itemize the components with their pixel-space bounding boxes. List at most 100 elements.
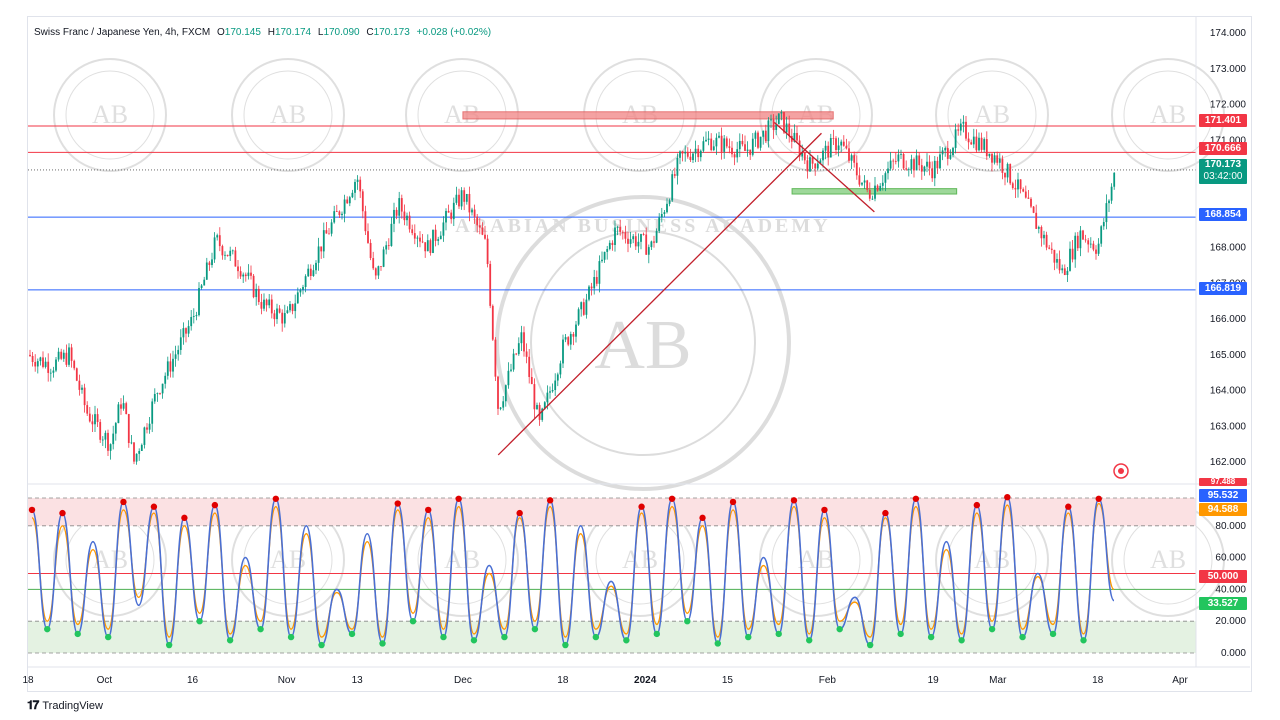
candle-body <box>783 112 785 133</box>
candle-body <box>694 148 697 154</box>
candle-body <box>218 235 221 247</box>
candle-body <box>1004 172 1006 178</box>
bar-countdown: 03:42:00 <box>1203 171 1243 182</box>
candle-body <box>606 249 609 252</box>
time-tick-label: 13 <box>352 675 364 686</box>
candle-body <box>421 241 424 243</box>
candle-body <box>913 159 915 171</box>
candle-body <box>718 135 720 138</box>
osc-oversold-dot <box>1080 637 1087 644</box>
candle-body <box>114 423 117 434</box>
candle-body <box>1009 163 1012 184</box>
candle-body <box>47 361 50 373</box>
candle-body <box>177 349 180 355</box>
candle-body <box>159 393 161 395</box>
watermark-center-inner <box>530 230 756 456</box>
watermark-inner-ring <box>65 70 155 160</box>
candle-body <box>283 313 286 324</box>
candle-body <box>998 158 1001 163</box>
candle-body <box>244 274 247 277</box>
price-pane[interactable] <box>28 109 1196 479</box>
time-tick-label: 18 <box>1092 675 1104 686</box>
candle-body <box>112 433 115 445</box>
candle-body <box>946 148 949 159</box>
osc-overbought-dot <box>1004 493 1011 501</box>
overbought-zone <box>28 497 1196 526</box>
candle-body <box>478 225 481 228</box>
candle-body <box>616 226 619 228</box>
candle-body <box>546 392 549 403</box>
candle-body <box>556 374 559 381</box>
candle-body <box>1079 230 1082 249</box>
osc-overbought-dot <box>1095 495 1102 502</box>
candle-body <box>361 191 364 212</box>
candle-body <box>892 160 895 162</box>
candle-body <box>81 387 83 390</box>
candle-body <box>486 238 489 264</box>
candle-body <box>346 199 349 204</box>
candle-body <box>1040 227 1043 239</box>
osc-overbought-dot <box>59 509 66 517</box>
candle-body <box>627 238 629 244</box>
candle-body <box>174 354 177 359</box>
candle-body <box>949 155 952 159</box>
osc-k-badge: 95.532 <box>1199 489 1247 502</box>
candle-body <box>75 368 78 381</box>
tradingview-logo[interactable]: 𝟏𝟕 TradingView <box>27 698 103 713</box>
candle-body <box>814 163 817 169</box>
candle-body <box>819 160 822 164</box>
candle-body <box>1050 248 1053 250</box>
candle-body <box>442 222 445 236</box>
symbol-title[interactable]: Swiss Franc / Japanese Yen, 4h, FXCM <box>34 27 211 38</box>
low-label: L <box>317 27 324 38</box>
candle-body <box>68 347 70 365</box>
osc-oversold-dot <box>988 625 996 633</box>
candle-body <box>359 179 362 192</box>
candle-body <box>684 151 687 154</box>
candle-body <box>372 258 375 269</box>
candle-body <box>801 152 804 157</box>
candle-body <box>1014 187 1017 190</box>
watermark-badge: AB <box>231 58 345 172</box>
candle-body <box>504 385 507 402</box>
osc-d-badge: 94.588 <box>1199 503 1247 516</box>
osc-oversold-dot <box>653 630 661 638</box>
candle-body <box>452 202 455 220</box>
candle-body <box>738 140 741 150</box>
candle-body <box>1035 212 1038 229</box>
watermark-center-ring <box>495 195 791 491</box>
candle-body <box>530 376 533 385</box>
candle-body <box>179 337 182 350</box>
candle-body <box>276 308 278 320</box>
candle-body <box>850 155 853 161</box>
candle-body <box>881 182 884 186</box>
candle-body <box>848 148 850 161</box>
candle-body <box>419 237 421 242</box>
time-tick-label: 15 <box>722 675 734 686</box>
osc-overbought-dot <box>120 498 127 506</box>
candle-body <box>34 362 37 367</box>
oscillator-pane[interactable] <box>28 493 1196 654</box>
osc-low-badge: 33.527 <box>1199 597 1247 610</box>
change-value: +0.028 (+0.02%) <box>416 27 492 38</box>
current-price-value: 170.173 <box>1204 159 1242 170</box>
candle-body <box>926 161 928 167</box>
candle-body <box>983 139 986 150</box>
candle-body <box>400 198 403 212</box>
candle-body <box>655 230 658 243</box>
osc-oversold-dot <box>44 625 51 633</box>
candle-body <box>710 138 713 151</box>
candle-body <box>689 156 692 161</box>
osc-oversold-dot <box>287 633 295 641</box>
candle-body <box>57 351 60 360</box>
candle-body <box>855 162 858 176</box>
candle-body <box>749 149 752 155</box>
osc-top-badge: 97.488 <box>1199 478 1247 486</box>
high-value: 170.174 <box>274 27 312 38</box>
candle-body <box>502 401 505 408</box>
candle-body <box>993 155 996 163</box>
candle-body <box>632 236 635 240</box>
candle-body <box>426 240 429 252</box>
osc-overbought-dot <box>516 509 523 517</box>
